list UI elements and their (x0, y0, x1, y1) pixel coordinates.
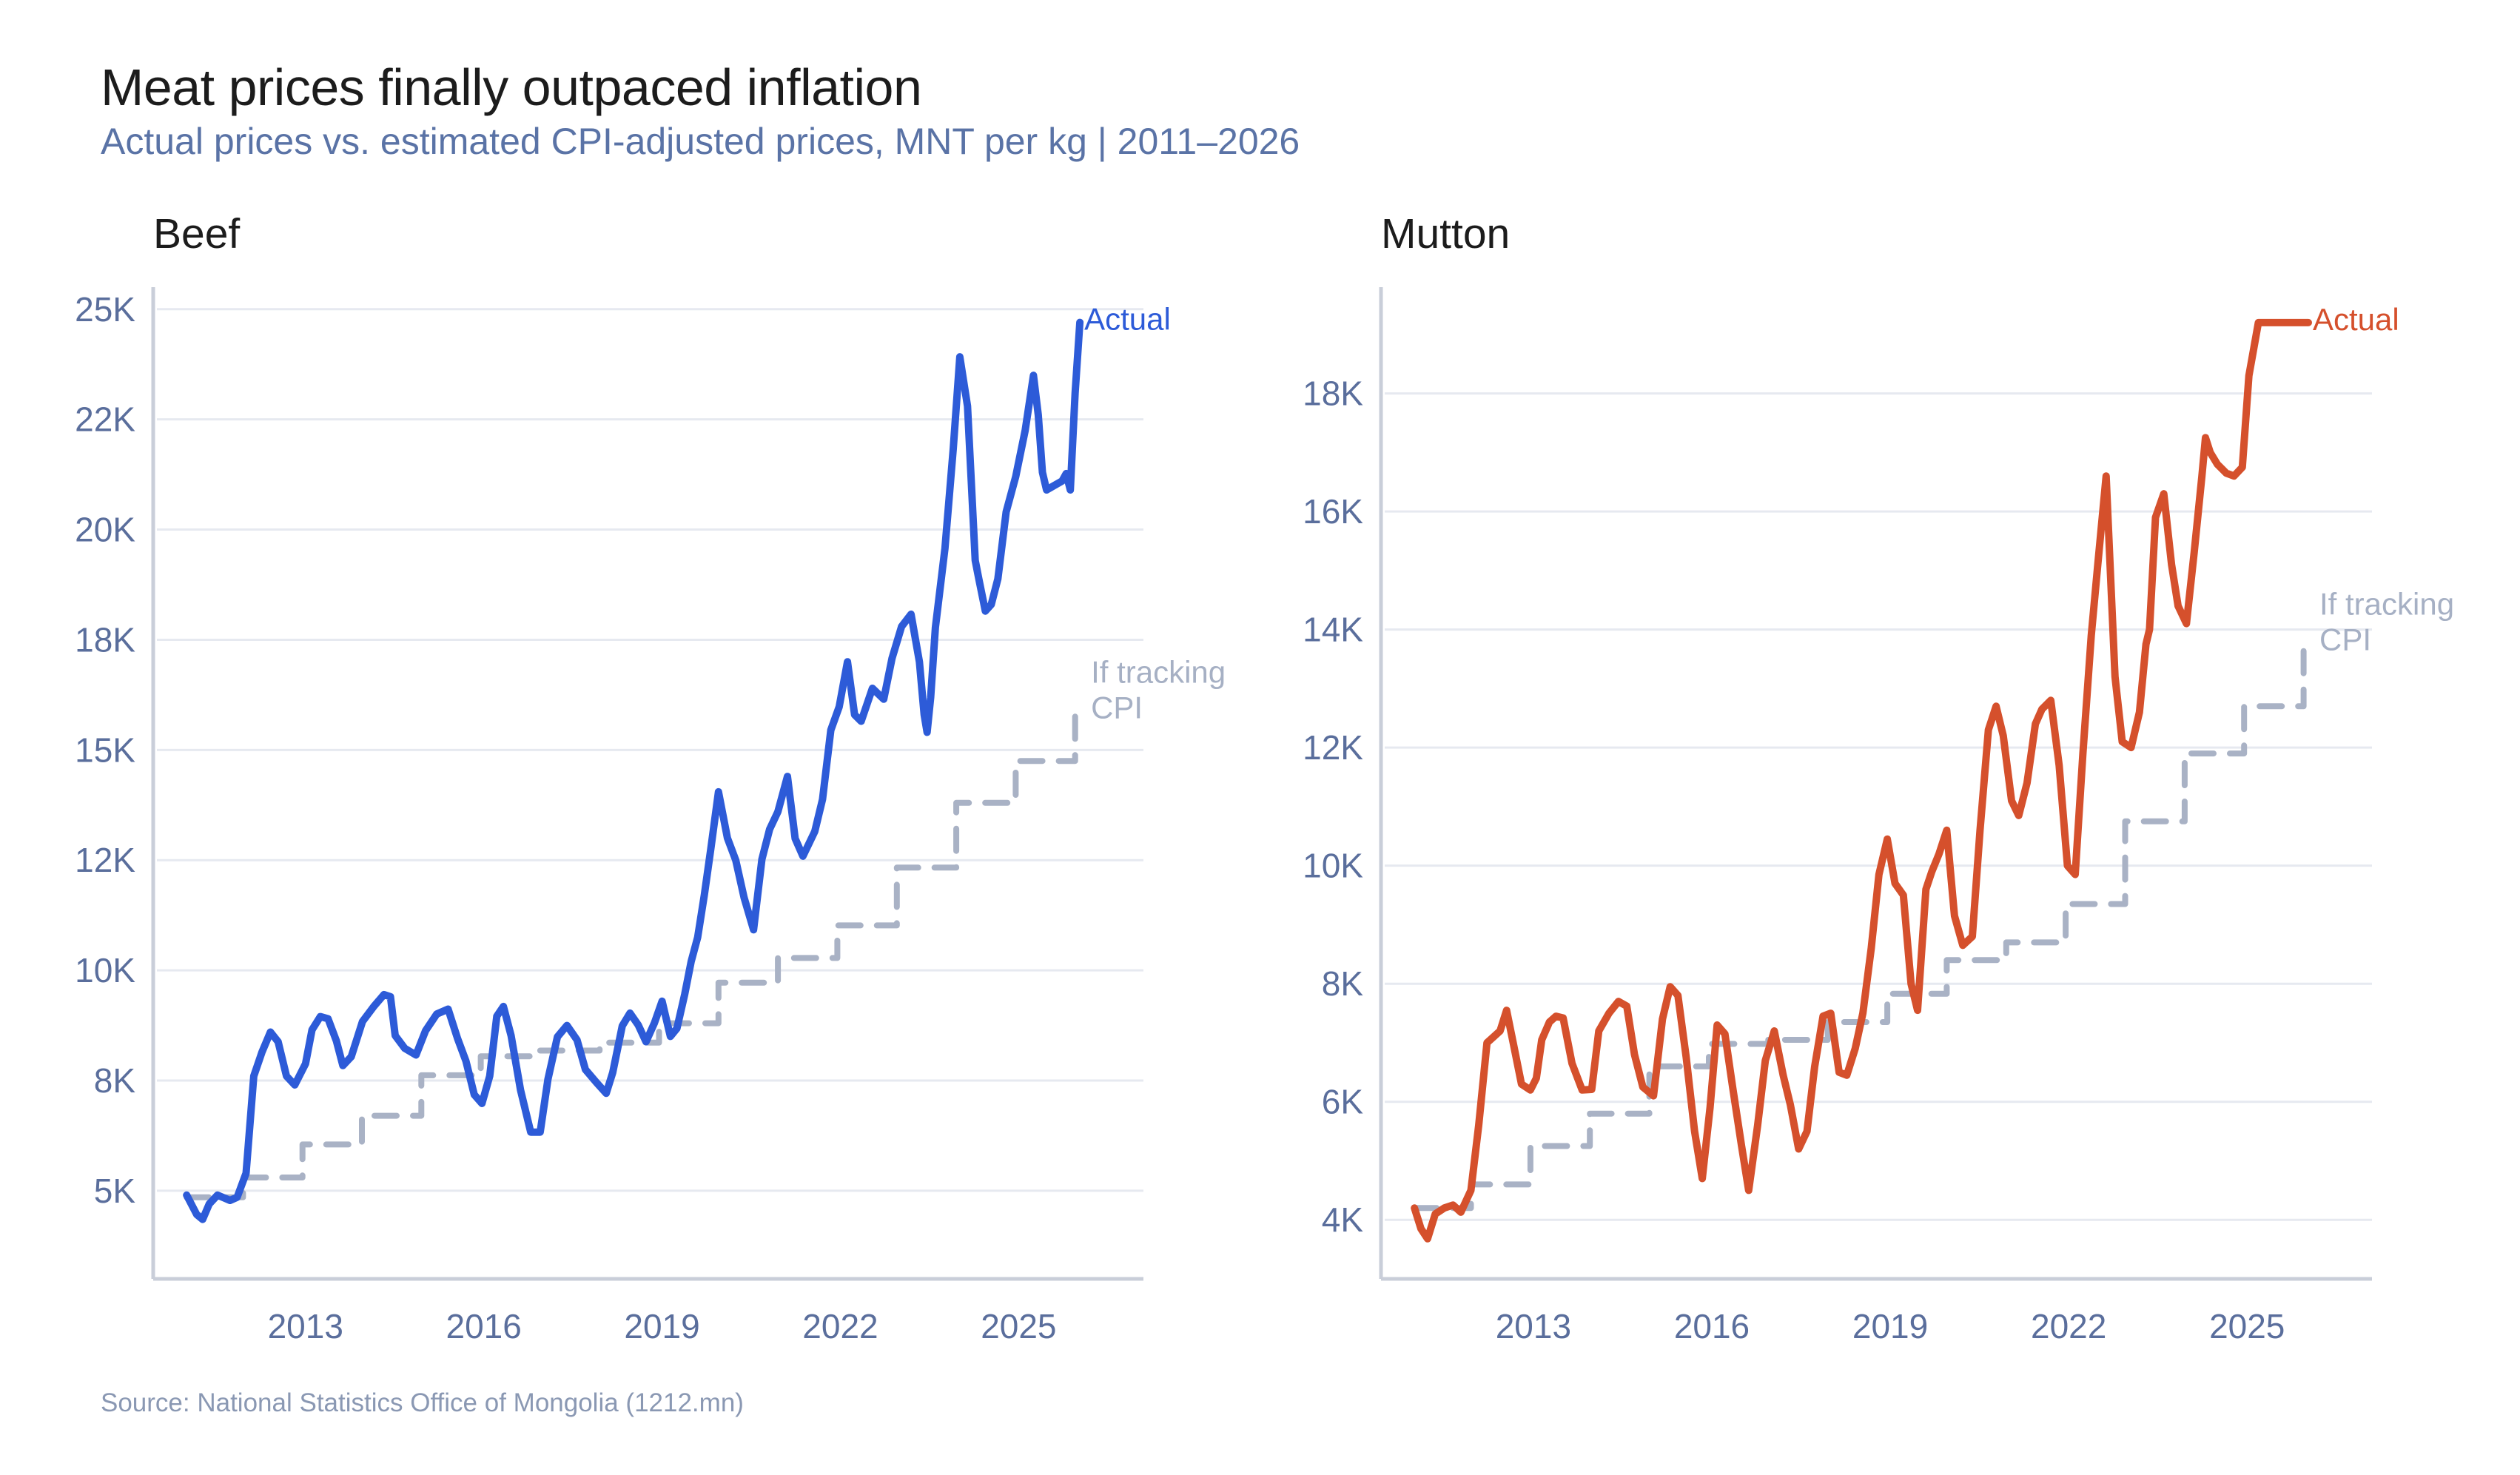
chart-title: Meat prices finally outpaced inflation (101, 58, 922, 116)
chart-subtitle: Actual prices vs. estimated CPI-adjusted… (101, 121, 1300, 162)
y-tick-label: 10K (1303, 847, 1363, 885)
x-tick-label: 2019 (1852, 1307, 1928, 1345)
x-tick-label: 2013 (1496, 1307, 1571, 1345)
y-tick-label: 18K (75, 620, 135, 659)
y-tick-label: 16K (1303, 492, 1363, 531)
x-tick-label: 2016 (1674, 1307, 1750, 1345)
y-tick-label: 10K (75, 951, 135, 990)
series-label-actual: Actual (1084, 302, 1171, 337)
panel-mutton: Mutton 4K 6K 8K 10K 12K 14K 16K 18K 2013 2016 2019 2… (1303, 210, 2454, 1345)
x-tick-label: 2022 (802, 1307, 878, 1345)
panel-beef: Beef 5K 8K 10K 12K 15K 18K 20K 22K 25K 2013 2016 201… (75, 210, 1226, 1345)
y-tick-label: 6K (1322, 1083, 1364, 1121)
y-tick-label: 22K (75, 400, 135, 439)
y-tick-label: 12K (75, 841, 135, 879)
y-tick-label: 4K (1322, 1200, 1364, 1239)
series-line-actual (183, 318, 1084, 1223)
x-tick-label: 2016 (446, 1307, 521, 1345)
x-tick-label: 2013 (268, 1307, 343, 1345)
y-tick-label: 15K (75, 730, 135, 769)
y-tick-label: 8K (1322, 964, 1364, 1003)
y-tick-label: 8K (94, 1061, 136, 1100)
x-tick-label: 2025 (2209, 1307, 2285, 1345)
x-tick-label: 2025 (981, 1307, 1056, 1345)
panel-title: Mutton (1381, 210, 1510, 258)
y-tick-label: 12K (1303, 728, 1363, 767)
series-line-actual (1411, 318, 2312, 1243)
series-label-cpi: If tracking (1091, 655, 1226, 690)
x-tick-label: 2019 (624, 1307, 699, 1345)
series-label-actual: Actual (2313, 302, 2399, 337)
y-tick-label: 18K (1303, 374, 1363, 413)
y-tick-label: 5K (94, 1172, 136, 1210)
y-tick-label: 14K (1303, 611, 1363, 649)
y-tick-label: 20K (75, 511, 135, 549)
series-label-cpi: If tracking (2319, 587, 2454, 622)
series-label-cpi: CPI (2319, 622, 2371, 657)
x-tick-label: 2022 (2031, 1307, 2106, 1345)
series-line-cpi (1411, 641, 2311, 1212)
y-tick-label: 25K (75, 290, 135, 329)
series-line-cpi (184, 709, 1083, 1200)
panel-title: Beef (153, 210, 240, 258)
series-label-cpi: CPI (1091, 691, 1143, 725)
source-note: Source: National Statistics Office of Mo… (101, 1388, 744, 1417)
